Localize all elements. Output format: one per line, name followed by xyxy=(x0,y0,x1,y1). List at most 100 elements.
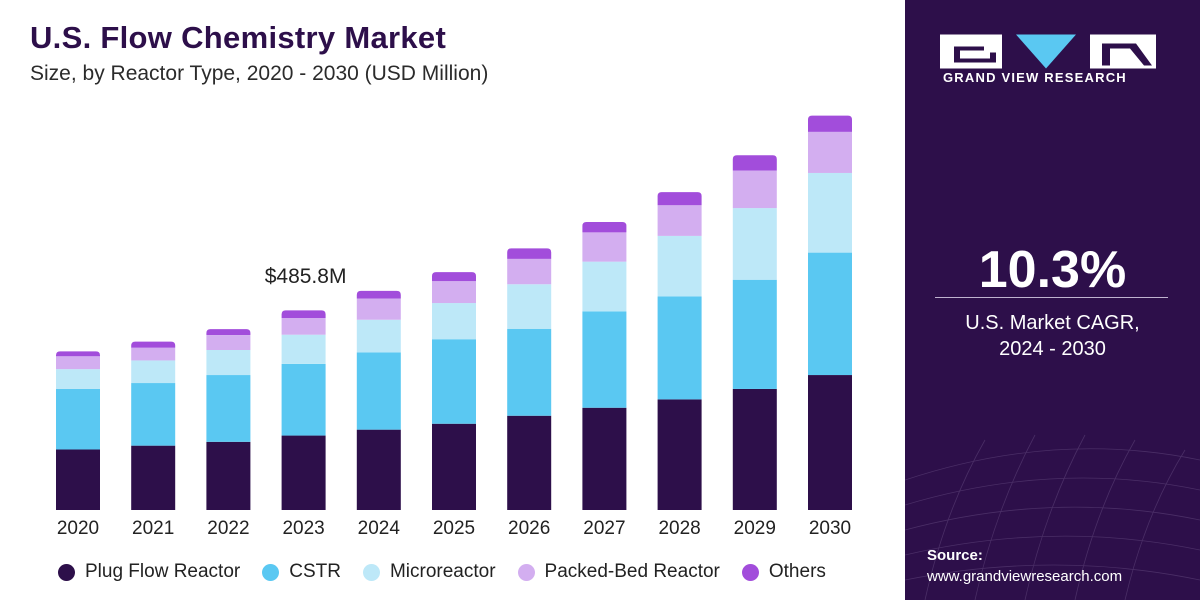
sidebar-panel: GRAND VIEW RESEARCH 10.3% U.S. Market CA… xyxy=(905,0,1200,600)
x-tick-label: 2023 xyxy=(282,518,324,539)
bar-segment-microreactor-2026 xyxy=(507,284,552,329)
bar-segment-plug-flow-reactor-2024 xyxy=(356,429,401,510)
bar-segment-packed-bed-reactor-2025 xyxy=(432,281,476,304)
bar-segment-packed-bed-reactor-2026 xyxy=(507,258,552,285)
legend-label: Plug Flow Reactor xyxy=(85,561,241,582)
bar-segment-microreactor-2025 xyxy=(432,303,476,340)
source-block: Source: www.grandviewresearch.com xyxy=(927,545,1122,587)
legend-swatch xyxy=(741,563,759,581)
bar-segment-plug-flow-reactor-2029 xyxy=(732,388,777,510)
bar-segment-microreactor-2023 xyxy=(281,334,326,364)
bar-segment-microreactor-2024 xyxy=(356,319,401,353)
x-tick-label: 2029 xyxy=(734,518,776,539)
bar-segment-plug-flow-reactor-2022 xyxy=(206,441,251,510)
legend-label: Others xyxy=(768,561,826,582)
legend-swatch xyxy=(58,563,75,581)
x-tick-label: 2020 xyxy=(57,518,99,539)
chart-panel: U.S. Flow Chemistry Market Size, by Reac… xyxy=(30,20,852,583)
bar-segment-cstr-2022 xyxy=(206,375,251,442)
legend-label: Microreactor xyxy=(389,561,496,582)
legend-label: Packed-Bed Reactor xyxy=(544,561,720,582)
bar-segment-cstr-2029 xyxy=(732,279,777,389)
stacked-bar-chart: 2020 2021 2022 2023 $485.8M 2024 2025 2026 2027 2… xyxy=(56,115,852,539)
bar-annotation-label: $485.8M xyxy=(265,265,347,288)
bar-segment-others-2030 xyxy=(808,115,852,132)
grand-view-research-logo xyxy=(940,34,1156,69)
bar-segment-cstr-2028 xyxy=(657,296,702,400)
bar-segment-microreactor-2030 xyxy=(808,172,852,253)
legend-item: Microreactor xyxy=(362,561,496,583)
bar-segment-plug-flow-reactor-2026 xyxy=(507,415,552,510)
bar-segment-cstr-2026 xyxy=(507,328,552,416)
bar-segment-plug-flow-reactor-2027 xyxy=(582,407,627,510)
bar-segment-cstr-2020 xyxy=(56,388,100,450)
bar-segment-microreactor-2028 xyxy=(657,235,702,297)
bar-segment-microreactor-2027 xyxy=(582,261,627,312)
bar-segment-others-2026 xyxy=(507,248,552,259)
bar-segment-plug-flow-reactor-2021 xyxy=(131,445,176,510)
legend-item: Others xyxy=(741,561,826,583)
x-tick-label: 2028 xyxy=(658,518,700,539)
bar-segment-packed-bed-reactor-2027 xyxy=(582,232,627,262)
bar-segment-others-2028 xyxy=(657,192,702,206)
bar-segment-packed-bed-reactor-2022 xyxy=(206,335,251,350)
bar-segment-others-2024 xyxy=(356,290,401,299)
bar-segment-others-2027 xyxy=(582,222,627,233)
bar-segment-cstr-2021 xyxy=(131,383,176,446)
legend-item: Packed-Bed Reactor xyxy=(517,561,720,583)
bar-segment-others-2020 xyxy=(56,351,100,357)
bar-segment-cstr-2027 xyxy=(582,311,627,408)
bar-segment-others-2021 xyxy=(131,341,176,348)
bar-segment-plug-flow-reactor-2030 xyxy=(808,375,852,510)
divider xyxy=(935,297,1168,298)
bar-segment-plug-flow-reactor-2025 xyxy=(432,423,476,510)
bar-segment-others-2023 xyxy=(281,310,326,318)
bar-segment-cstr-2030 xyxy=(808,252,852,376)
chart-subtitle: Size, by Reactor Type, 2020 - 2030 (USD … xyxy=(30,62,489,85)
bar-segment-plug-flow-reactor-2020 xyxy=(56,449,100,510)
bar-segment-others-2022 xyxy=(206,329,251,336)
cagr-label-line1: U.S. Market CAGR, xyxy=(965,312,1140,334)
bar-segment-packed-bed-reactor-2030 xyxy=(808,131,852,173)
x-tick-label: 2026 xyxy=(508,518,550,539)
x-tick-label: 2022 xyxy=(207,518,249,539)
x-tick-label: 2027 xyxy=(583,518,625,539)
cagr-label: U.S. Market CAGR, 2024 - 2030 xyxy=(905,310,1200,362)
bar-segment-microreactor-2020 xyxy=(56,369,100,389)
bar-segment-packed-bed-reactor-2023 xyxy=(281,318,326,335)
source-url[interactable]: www.grandviewresearch.com xyxy=(927,568,1123,585)
bar-segment-microreactor-2021 xyxy=(131,360,176,384)
bar-segment-others-2025 xyxy=(432,272,476,282)
bar-segment-cstr-2023 xyxy=(281,363,326,436)
cagr-value: 10.3% xyxy=(978,241,1127,299)
bar-segment-plug-flow-reactor-2023 xyxy=(281,435,326,510)
legend-item: Plug Flow Reactor xyxy=(58,561,240,583)
bar-segment-packed-bed-reactor-2029 xyxy=(732,170,777,209)
cagr-label-line2: 2024 - 2030 xyxy=(999,338,1106,360)
bar-segment-packed-bed-reactor-2020 xyxy=(56,356,100,370)
bar-segment-microreactor-2022 xyxy=(206,350,251,376)
brand-name: GRAND VIEW RESEARCH xyxy=(943,70,1127,85)
bar-segment-cstr-2025 xyxy=(432,339,476,424)
legend-label: CSTR xyxy=(289,561,341,582)
legend-swatch xyxy=(362,563,380,581)
legend-swatch xyxy=(262,563,280,581)
source-label: Source: xyxy=(927,547,983,564)
bar-segment-packed-bed-reactor-2021 xyxy=(131,347,176,361)
bar-segment-others-2029 xyxy=(732,155,777,171)
chart-title: U.S. Flow Chemistry Market xyxy=(30,20,447,55)
bar-segment-cstr-2024 xyxy=(356,352,401,430)
bar-segment-microreactor-2029 xyxy=(732,208,777,280)
decorative-grid xyxy=(905,434,1200,600)
x-tick-label: 2030 xyxy=(809,518,851,539)
x-tick-label: 2024 xyxy=(358,518,401,539)
bar-segment-packed-bed-reactor-2028 xyxy=(657,205,702,236)
chart-legend: Plug Flow Reactor CSTR Microreactor Packed-… xyxy=(58,561,848,583)
x-tick-label: 2021 xyxy=(132,518,174,539)
legend-swatch xyxy=(517,563,535,581)
legend-item: CSTR xyxy=(262,561,341,583)
bar-segment-packed-bed-reactor-2024 xyxy=(356,298,401,320)
bar-segment-plug-flow-reactor-2028 xyxy=(657,399,702,510)
x-tick-label: 2025 xyxy=(433,518,475,539)
